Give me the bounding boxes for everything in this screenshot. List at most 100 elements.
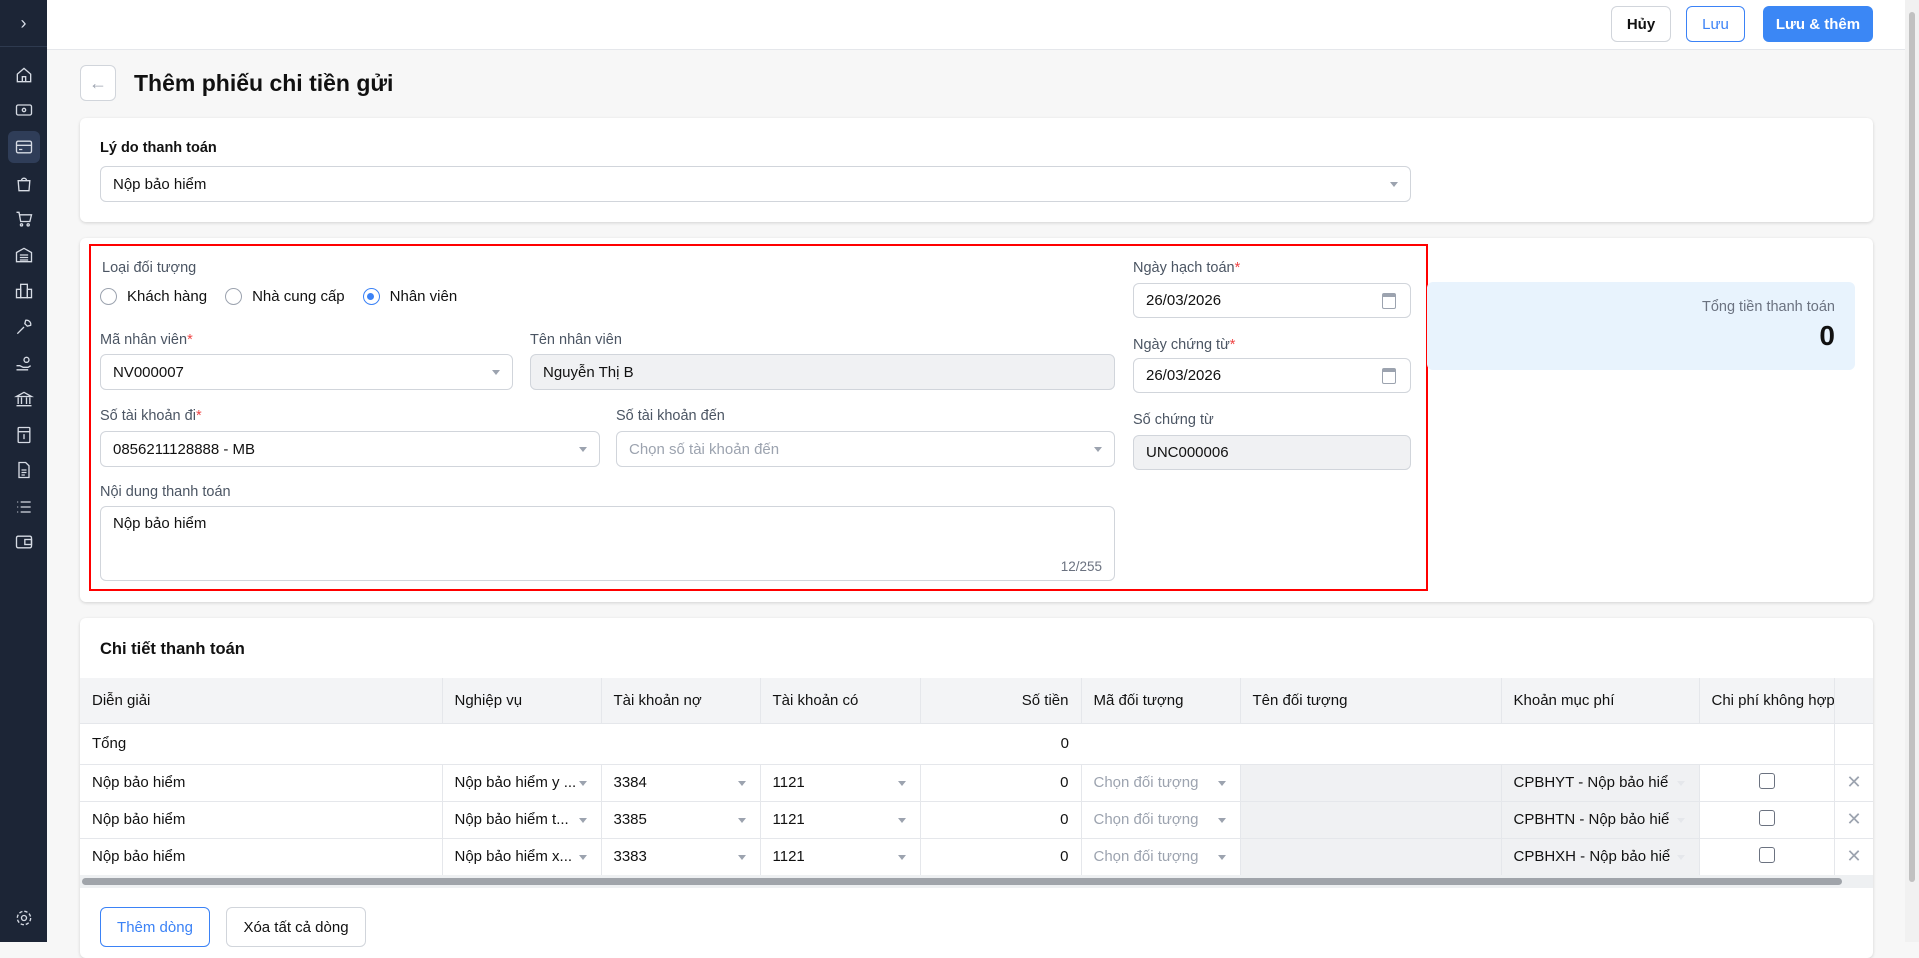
row-operation-select[interactable]: Nộp bảo hiểm t... — [442, 800, 602, 838]
posting-date-picker[interactable]: 26/03/2026 — [1133, 283, 1411, 318]
col-actions — [1834, 678, 1873, 723]
add-row-button[interactable]: Thêm dòng — [100, 907, 210, 947]
details-table-wrapper: Diễn giải Nghiệp vụ Tài khoản nợ Tài kho… — [80, 678, 1873, 875]
table-horizontal-scrollbar[interactable] — [80, 875, 1873, 888]
summary-box: Tổng tiền thanh toán 0 — [1427, 282, 1855, 370]
close-icon: ✕ — [1846, 809, 1862, 829]
row-amount[interactable]: 0 — [920, 763, 1082, 801]
cancel-button[interactable]: Hủy — [1611, 6, 1671, 42]
cart-icon[interactable] — [8, 203, 40, 235]
from-account-select[interactable]: 0856211128888 - MB — [100, 431, 600, 467]
row-debit-select[interactable]: 3385 — [601, 800, 761, 838]
chevron-down-icon — [1390, 182, 1398, 187]
voucher-no-field: UNC000006 — [1133, 435, 1411, 470]
chevron-down-icon — [1676, 817, 1685, 823]
row-invalid-checkbox[interactable] — [1699, 763, 1835, 801]
payment-info-card: Loại đối tượng Khách hàng Nhà cung cấp N… — [80, 238, 1873, 602]
row-credit-select[interactable]: 1121 — [760, 800, 921, 838]
hand-coins-icon[interactable] — [8, 348, 40, 380]
object-type-radio-group: Khách hàng Nhà cung cấp Nhân viên — [100, 288, 475, 305]
posting-date-label: Ngày hạch toán* — [1133, 260, 1241, 276]
radio-supplier[interactable]: Nhà cung cấp — [225, 288, 345, 305]
row-amount[interactable]: 0 — [920, 800, 1082, 838]
row-debit-select[interactable]: 3384 — [601, 763, 761, 801]
row-invalid-checkbox[interactable] — [1699, 800, 1835, 838]
wallet-icon[interactable] — [8, 526, 40, 558]
clear-rows-button[interactable]: Xóa tất cả dòng — [226, 907, 366, 947]
close-icon: ✕ — [1846, 772, 1862, 792]
chevron-down-icon — [737, 817, 746, 823]
chevron-down-icon — [579, 447, 587, 452]
reason-select[interactable]: Nộp bảo hiểm — [100, 166, 1411, 202]
row-object-select[interactable]: Chọn đối tượng — [1081, 800, 1241, 838]
row-object-select[interactable]: Chọn đối tượng — [1081, 763, 1241, 801]
chevron-down-icon — [897, 854, 906, 860]
save-and-add-button[interactable]: Lưu & thêm — [1763, 6, 1873, 42]
total-value: 0 — [1819, 320, 1835, 351]
settings-icon[interactable] — [8, 902, 40, 934]
content-label: Nội dung thanh toán — [100, 484, 231, 500]
row-object-select[interactable]: Chọn đối tượng — [1081, 837, 1241, 875]
radio-customer[interactable]: Khách hàng — [100, 288, 207, 305]
chevron-down-icon — [578, 854, 587, 860]
col-debit: Tài khoản nợ — [601, 678, 761, 723]
chevron-down-icon — [578, 817, 587, 823]
row-desc[interactable]: Nộp bảo hiểm — [80, 763, 443, 801]
row-operation-select[interactable]: Nộp bảo hiểm y ... — [442, 763, 602, 801]
row-amount[interactable]: 0 — [920, 837, 1082, 875]
row-fee-select[interactable]: CPBHTN - Nộp bảo hiể — [1501, 800, 1700, 838]
content-textarea[interactable]: Nộp bảo hiểm 12/255 — [100, 506, 1115, 581]
expand-sidebar-button[interactable]: › — [0, 0, 47, 47]
document-icon[interactable] — [8, 454, 40, 486]
checkbox[interactable] — [1758, 772, 1775, 789]
row-delete-button[interactable]: ✕ — [1834, 837, 1873, 875]
warehouse-icon[interactable] — [8, 239, 40, 271]
bank-icon[interactable] — [8, 383, 40, 415]
save-button[interactable]: Lưu — [1686, 6, 1745, 42]
row-credit-select[interactable]: 1121 — [760, 837, 921, 875]
chevron-down-icon — [897, 780, 906, 786]
checkbox[interactable] — [1758, 846, 1775, 863]
checkbox[interactable] — [1758, 809, 1775, 826]
radio-employee[interactable]: Nhân viên — [362, 288, 457, 305]
chevron-down-icon — [737, 780, 746, 786]
employee-code-label: Mã nhân viên* — [100, 332, 193, 348]
row-operation-select[interactable]: Nộp bảo hiểm x... — [442, 837, 602, 875]
close-icon: ✕ — [1846, 846, 1862, 867]
tools-icon[interactable] — [8, 311, 40, 343]
voucher-date-picker[interactable]: 26/03/2026 — [1133, 358, 1411, 393]
chevron-down-icon — [737, 854, 746, 860]
employee-code-select[interactable]: NV000007 — [100, 354, 513, 390]
invoice-icon[interactable] — [8, 419, 40, 451]
table-row: Nộp bảo hiểm Nộp bảo hiểm t... 3385 1121… — [80, 800, 1873, 838]
row-fee-select[interactable]: CPBHXH - Nộp bảo hiể — [1501, 837, 1700, 875]
chevron-down-icon — [1676, 780, 1685, 786]
cash-icon[interactable] — [8, 94, 40, 126]
voucher-no-label: Số chứng từ — [1133, 412, 1214, 428]
details-card: Chi tiết thanh toán Diễn giải Nghiệp vụ … — [80, 618, 1873, 958]
row-debit-select[interactable]: 3383 — [601, 837, 761, 875]
from-account-label: Số tài khoản đi* — [100, 408, 202, 424]
row-fee-select[interactable]: CPBHYT - Nộp bảo hiể — [1501, 763, 1700, 801]
chevron-down-icon — [1217, 817, 1226, 823]
list-icon[interactable] — [8, 491, 40, 523]
back-button[interactable]: ← — [80, 65, 116, 101]
to-account-select[interactable]: Chọn số tài khoản đến — [616, 431, 1115, 467]
col-invalid-expense: Chi phí không hợp — [1699, 678, 1835, 723]
total-amount: 0 — [920, 722, 1081, 764]
row-desc[interactable]: Nộp bảo hiểm — [80, 800, 443, 838]
calendar-icon — [1382, 367, 1396, 384]
building-icon[interactable] — [8, 275, 40, 307]
row-invalid-checkbox[interactable] — [1699, 837, 1835, 875]
bag-icon[interactable] — [8, 168, 40, 200]
row-desc[interactable]: Nộp bảo hiểm — [80, 837, 443, 875]
row-object-name — [1240, 763, 1502, 801]
page-scrollbar[interactable] — [1905, 0, 1919, 942]
row-delete-button[interactable]: ✕ — [1834, 800, 1873, 838]
home-icon[interactable] — [8, 59, 40, 91]
reason-value: Nộp bảo hiểm — [113, 175, 207, 193]
card-icon[interactable] — [8, 131, 40, 163]
total-label: Tổng — [80, 722, 442, 764]
row-credit-select[interactable]: 1121 — [760, 763, 921, 801]
row-delete-button[interactable]: ✕ — [1834, 763, 1873, 801]
